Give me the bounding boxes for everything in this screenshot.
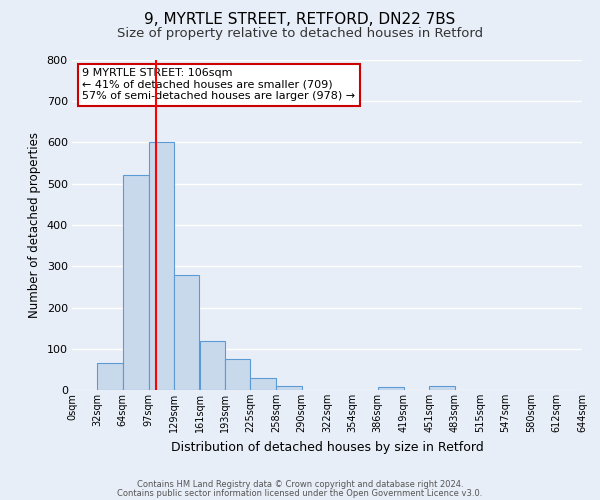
Text: 9, MYRTLE STREET, RETFORD, DN22 7BS: 9, MYRTLE STREET, RETFORD, DN22 7BS [145,12,455,28]
Bar [122,176,149,390]
Y-axis label: Number of detached properties: Number of detached properties [28,132,41,318]
Bar [199,340,225,390]
Text: 9 MYRTLE STREET: 106sqm
← 41% of detached houses are smaller (709)
57% of semi-d: 9 MYRTLE STREET: 106sqm ← 41% of detache… [82,68,355,102]
Bar [97,363,122,390]
Bar [277,386,302,390]
Bar [174,274,199,390]
Text: Contains public sector information licensed under the Open Government Licence v3: Contains public sector information licen… [118,489,482,498]
Bar [377,386,404,390]
Bar [149,142,174,390]
Bar [250,378,277,390]
Bar [225,359,250,390]
Text: Contains HM Land Registry data © Crown copyright and database right 2024.: Contains HM Land Registry data © Crown c… [137,480,463,489]
Bar [429,386,455,390]
X-axis label: Distribution of detached houses by size in Retford: Distribution of detached houses by size … [170,440,484,454]
Text: Size of property relative to detached houses in Retford: Size of property relative to detached ho… [117,28,483,40]
